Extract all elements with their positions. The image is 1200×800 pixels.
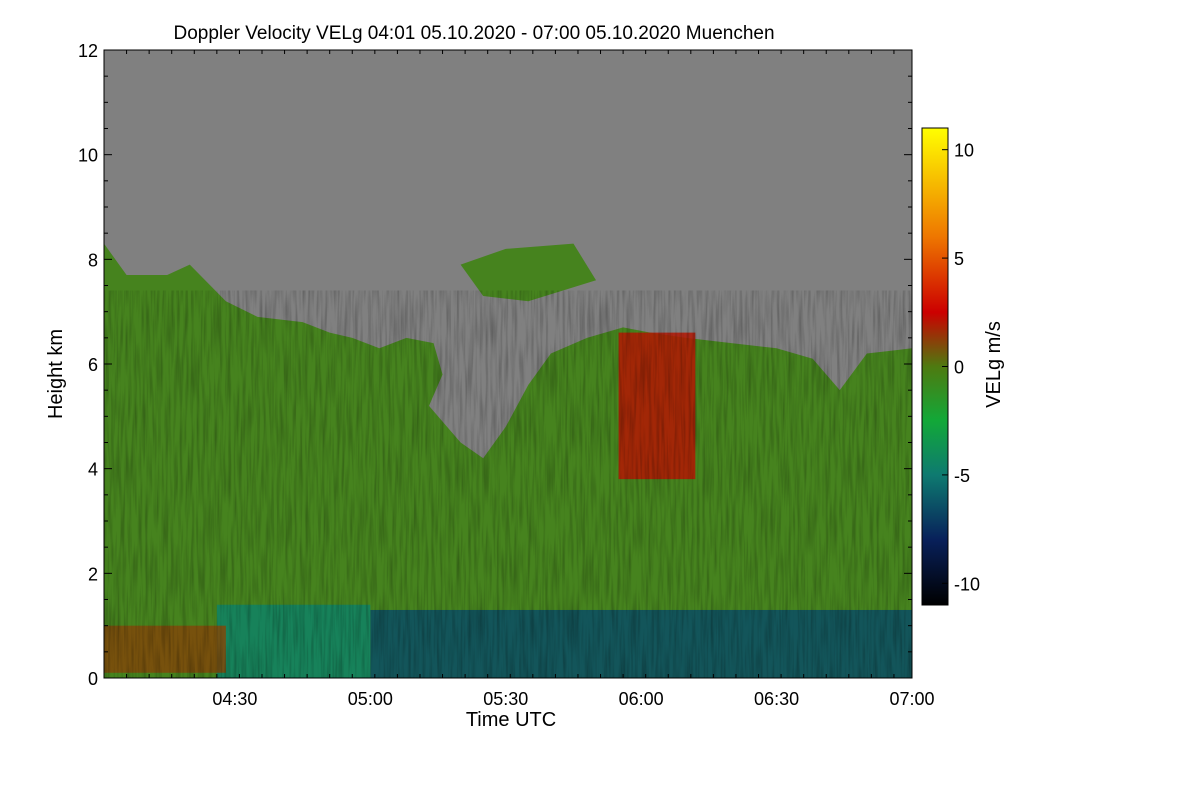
colorbar: 10 5 0 -5 -10 VELg m/s <box>921 127 1005 606</box>
chart-title: Doppler Velocity VELg 04:01 05.10.2020 -… <box>173 23 774 44</box>
y-tick-label: 12 <box>78 41 98 61</box>
y-tick-label: 10 <box>78 146 98 166</box>
colorbar-tick-label: 5 <box>954 249 964 269</box>
y-axis-title: Height km <box>45 329 67 419</box>
y-tick-label: 8 <box>88 250 98 270</box>
y-tick-label: 0 <box>88 669 98 689</box>
x-axis-title: Time UTC <box>466 709 556 731</box>
region-detached-cloud-07-30-km <box>460 243 597 302</box>
velocity-field <box>104 243 912 678</box>
x-tick-label: 06:30 <box>754 689 799 709</box>
colorbar-ticks: 10 5 0 -5 -10 <box>942 141 980 594</box>
x-tick-label: 05:30 <box>483 689 528 709</box>
colorbar-tick-label: 0 <box>954 358 964 378</box>
y-tick-label: 6 <box>88 355 98 375</box>
y-tick-label: 4 <box>88 460 98 480</box>
x-tick-label: 06:00 <box>619 689 664 709</box>
x-tick-label: 05:00 <box>348 689 393 709</box>
x-tick-label: 04:30 <box>212 689 257 709</box>
colorbar-tick-label: 10 <box>954 141 974 161</box>
plot-area <box>103 49 913 679</box>
y-axis: 0 2 4 6 8 10 12 <box>78 41 912 689</box>
y-tick-label: 2 <box>88 564 98 584</box>
colorbar-title: VELg m/s <box>983 321 1005 408</box>
streak-texture <box>104 290 912 678</box>
colorbar-tick-label: -5 <box>954 466 970 486</box>
colorbar-tick-label: -10 <box>954 574 980 594</box>
x-tick-label: 07:00 <box>889 689 934 709</box>
x-axis: 04:30 05:00 05:30 06:00 06:30 07:00 <box>103 50 935 709</box>
